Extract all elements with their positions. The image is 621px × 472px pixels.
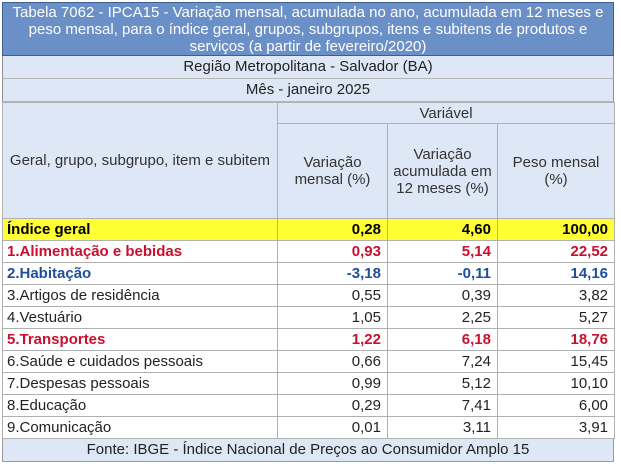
header-variacao-12-meses: Variação acumulada em 12 meses (%) xyxy=(387,123,498,219)
row-peso-mensal: 15,45 xyxy=(496,350,616,373)
row-variacao-mensal: 1,05 xyxy=(277,306,388,329)
table-row: 8.Educação 0,29 7,41 6,00 xyxy=(2,394,616,417)
row-name: 9.Comunicação xyxy=(2,416,278,439)
row-variacao-mensal: 1,22 xyxy=(277,328,388,351)
table-row: 6.Saúde e cuidados pessoais 0,66 7,24 15… xyxy=(2,350,616,373)
row-variacao-12-meses: 0,39 xyxy=(387,284,498,307)
row-variacao-mensal: 0,29 xyxy=(277,394,388,417)
table-body: Índice geral 0,28 4,60 100,00 1.Alimenta… xyxy=(2,218,616,439)
table-row: 5.Transportes 1,22 6,18 18,76 xyxy=(2,328,616,351)
row-peso-mensal: 6,00 xyxy=(496,394,616,417)
row-variacao-mensal: 0,99 xyxy=(277,372,388,395)
row-peso-mensal: 5,27 xyxy=(496,306,616,329)
table-row: 4.Vestuário 1,05 2,25 5,27 xyxy=(2,306,616,329)
row-name: 1.Alimentação e bebidas xyxy=(2,240,278,263)
row-variacao-12-meses: 6,18 xyxy=(387,328,498,351)
header-label: Geral, grupo, subgrupo, item e subitem xyxy=(2,102,278,219)
row-name: 5.Transportes xyxy=(2,328,278,351)
row-variacao-12-meses: 7,24 xyxy=(387,350,498,373)
row-variacao-mensal: 0,28 xyxy=(277,218,388,241)
row-variacao-12-meses: 5,14 xyxy=(387,240,498,263)
row-name: Índice geral xyxy=(2,218,278,241)
row-variacao-mensal: 0,01 xyxy=(277,416,388,439)
row-name: 7.Despesas pessoais xyxy=(2,372,278,395)
row-variacao-12-meses: 5,12 xyxy=(387,372,498,395)
table-row: 7.Despesas pessoais 0,99 5,12 10,10 xyxy=(2,372,616,395)
row-variacao-mensal: -3,18 xyxy=(277,262,388,285)
row-name: 4.Vestuário xyxy=(2,306,278,329)
data-table: Geral, grupo, subgrupo, item e subitem V… xyxy=(2,102,616,439)
table-row: 9.Comunicação 0,01 3,11 3,91 xyxy=(2,416,616,439)
ipca15-table-document: Tabela 7062 - IPCA15 - Variação mensal, … xyxy=(2,2,616,462)
row-name: 6.Saúde e cuidados pessoais xyxy=(2,350,278,373)
row-variacao-12-meses: 7,41 xyxy=(387,394,498,417)
row-variacao-12-meses: 3,11 xyxy=(387,416,498,439)
row-peso-mensal: 18,76 xyxy=(496,328,616,351)
table-row: 2.Habitação -3,18 -0,11 14,16 xyxy=(2,262,616,285)
row-variacao-mensal: 0,55 xyxy=(277,284,388,307)
source-footer: Fonte: IBGE - Índice Nacional de Preços … xyxy=(2,439,614,462)
header-peso-mensal: Peso mensal (%) xyxy=(496,123,616,219)
row-peso-mensal: 3,82 xyxy=(496,284,616,307)
row-peso-mensal: 100,00 xyxy=(496,218,616,241)
header-variacao-mensal: Variação mensal (%) xyxy=(277,123,388,219)
row-peso-mensal: 14,16 xyxy=(496,262,616,285)
row-variacao-mensal: 0,66 xyxy=(277,350,388,373)
row-peso-mensal: 22,52 xyxy=(496,240,616,263)
row-name: 3.Artigos de residência xyxy=(2,284,278,307)
month-label: Mês - janeiro 2025 xyxy=(2,79,614,102)
row-name: 2.Habitação xyxy=(2,262,278,285)
row-name: 8.Educação xyxy=(2,394,278,417)
table-row: Índice geral 0,28 4,60 100,00 xyxy=(2,218,616,241)
row-peso-mensal: 10,10 xyxy=(496,372,616,395)
row-peso-mensal: 3,91 xyxy=(496,416,616,439)
region-label: Região Metropolitana - Salvador (BA) xyxy=(2,56,614,79)
row-variacao-12-meses: -0,11 xyxy=(387,262,498,285)
table-row: 1.Alimentação e bebidas 0,93 5,14 22,52 xyxy=(2,240,616,263)
row-variacao-12-meses: 2,25 xyxy=(387,306,498,329)
row-variacao-12-meses: 4,60 xyxy=(387,218,498,241)
table-title: Tabela 7062 - IPCA15 - Variação mensal, … xyxy=(2,2,614,56)
header-variavel: Variável xyxy=(276,102,616,124)
row-variacao-mensal: 0,93 xyxy=(277,240,388,263)
table-header: Geral, grupo, subgrupo, item e subitem V… xyxy=(2,102,616,219)
table-row: 3.Artigos de residência 0,55 0,39 3,82 xyxy=(2,284,616,307)
